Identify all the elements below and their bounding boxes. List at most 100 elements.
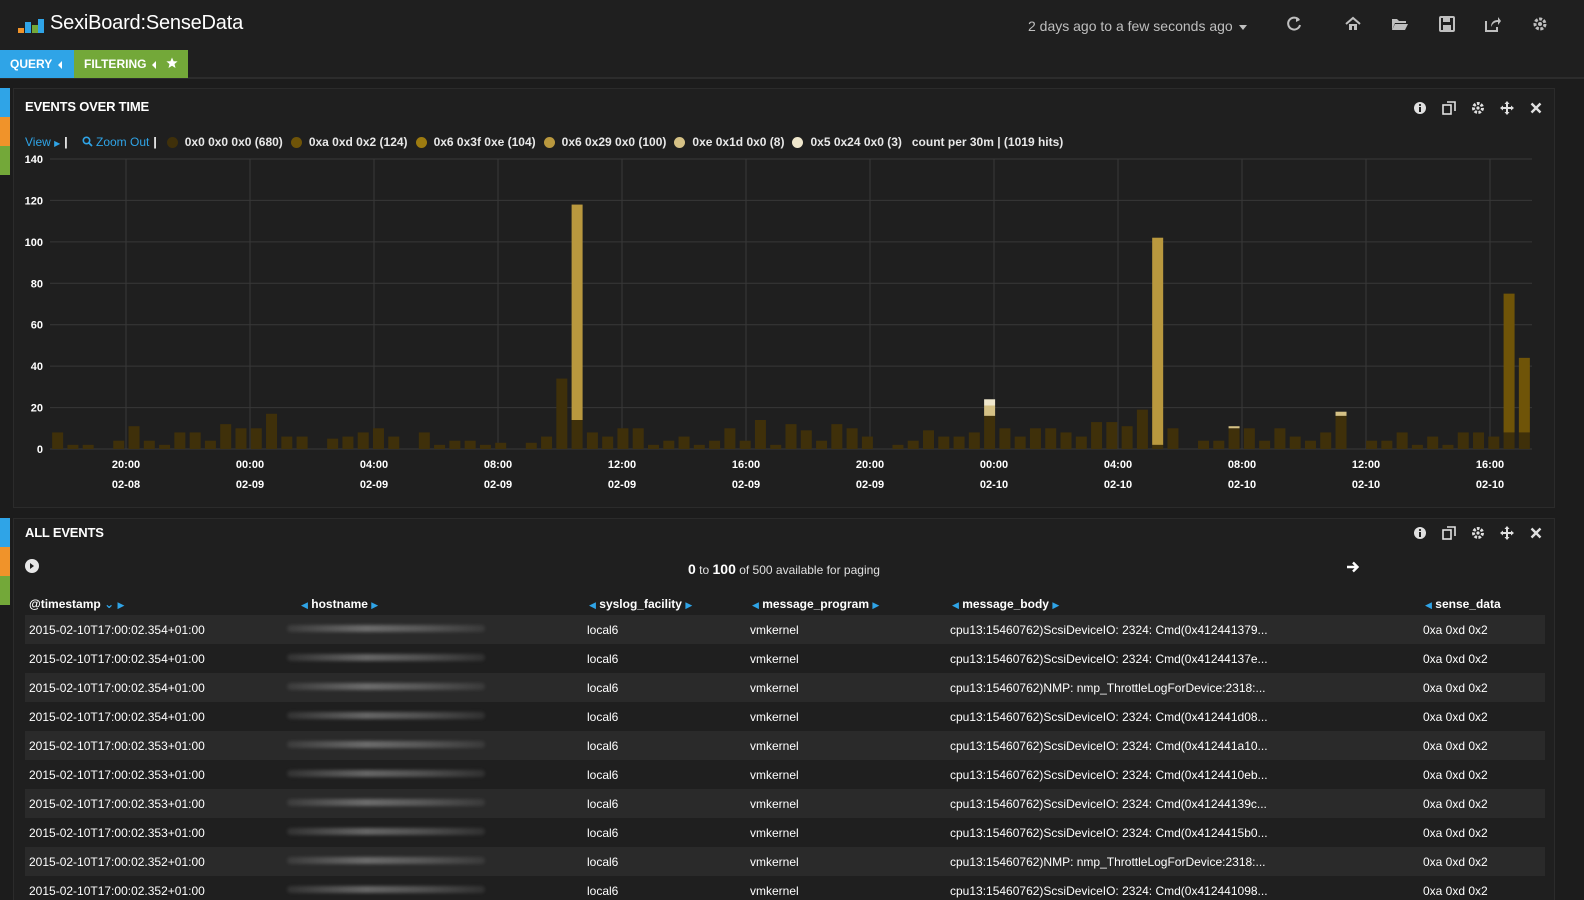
separator: | — [153, 135, 157, 149]
gear-icon[interactable] — [1531, 15, 1549, 33]
cell-timestamp: 2015-02-10T17:00:02.354+01:00 — [29, 710, 205, 724]
x-tick-time-label: 04:00 — [1104, 459, 1132, 471]
histogram-bar — [449, 440, 461, 449]
close-icon[interactable] — [1528, 100, 1544, 116]
histogram-bar — [1274, 428, 1286, 449]
legend-item[interactable]: 0x5 0x24 0x0 (3) — [792, 135, 902, 149]
legend-label: 0x6 0x3f 0xe (104) — [433, 135, 536, 149]
histogram-bar — [1411, 444, 1423, 449]
x-tick-date-label: 02-10 — [1476, 479, 1504, 491]
time-range-picker[interactable]: 2 days ago to a few seconds ago — [1028, 18, 1247, 34]
table-row[interactable]: 2015-02-10T17:00:02.353+01:00 local6 vmker… — [25, 789, 1545, 818]
y-tick-label: 40 — [31, 361, 43, 373]
histogram-bar — [418, 432, 430, 449]
home-icon[interactable] — [1344, 15, 1362, 33]
cell-sense-data: 0xa 0xd 0x2 — [1423, 884, 1488, 898]
y-tick-label: 80 — [31, 278, 43, 290]
legend-items: 0x0 0x0 0x0 (680) 0xa 0xd 0x2 (124) 0x6 0x… — [166, 135, 910, 149]
save-icon[interactable] — [1438, 15, 1456, 33]
histogram-bar — [754, 420, 766, 449]
table-row[interactable]: 2015-02-10T17:00:02.354+01:00 local6 vmker… — [25, 702, 1545, 731]
gear-icon[interactable] — [1470, 100, 1486, 116]
column-header-syslog-facility[interactable]: ◀ syslog_facility ▶ — [589, 597, 693, 611]
legend-item[interactable]: 0xe 0x1d 0x0 (8) — [674, 135, 784, 149]
histogram-bar — [602, 436, 614, 449]
cell-message-body: cpu13:15460762)ScsiDeviceIO: 2324: Cmd(0… — [950, 768, 1268, 782]
histogram-bar — [1457, 432, 1469, 449]
histogram-bar — [1259, 440, 1271, 449]
histogram-bar — [1075, 436, 1087, 449]
histogram-bar-stacked — [571, 204, 583, 420]
gear-icon[interactable] — [1470, 525, 1486, 541]
histogram-bar — [1427, 436, 1439, 449]
table-row[interactable]: 2015-02-10T17:00:02.353+01:00 local6 vmker… — [25, 731, 1545, 760]
table-row[interactable]: 2015-02-10T17:00:02.354+01:00 local6 vmker… — [25, 615, 1545, 644]
table-row[interactable]: 2015-02-10T17:00:02.353+01:00 local6 vmker… — [25, 818, 1545, 847]
column-header-message-body[interactable]: ◀ message_body ▶ — [952, 597, 1060, 611]
histogram-bar — [541, 436, 553, 449]
cell-sense-data: 0xa 0xd 0x2 — [1423, 739, 1488, 753]
histogram-bar — [281, 436, 293, 449]
legend-item[interactable]: 0x0 0x0 0x0 (680) — [166, 135, 283, 149]
info-icon[interactable] — [1412, 100, 1428, 116]
legend-swatch — [792, 136, 804, 148]
histogram-bar — [525, 442, 537, 449]
histogram-bar — [159, 444, 171, 449]
move-icon[interactable] — [1499, 525, 1515, 541]
all-events-panel: ALL EVENTS 0 to 100 of 500 available for… — [13, 518, 1555, 900]
cell-message-body: cpu13:15460762)ScsiDeviceIO: 2324: Cmd(0… — [950, 797, 1267, 811]
query-pill[interactable]: QUERY — [0, 50, 74, 78]
row-collapse-strip-events[interactable] — [0, 88, 10, 175]
histogram-chart[interactable]: 0 20 40 60 80 100 120 140 20:00 02-08 00:00 02-09 04… — [14, 89, 1554, 507]
legend-item[interactable]: 0x6 0x29 0x0 (100) — [543, 135, 666, 149]
cell-hostname-redacted — [287, 828, 485, 835]
duplicate-icon[interactable] — [1441, 100, 1457, 116]
cell-hostname-redacted — [287, 770, 485, 777]
refresh-icon[interactable] — [1285, 15, 1303, 33]
zoom-out-link[interactable]: Zoom Out — [82, 135, 149, 149]
pager-prev-icon[interactable] — [25, 559, 39, 573]
y-tick-label: 20 — [31, 403, 43, 415]
histogram-bar — [709, 440, 721, 449]
cell-syslog-facility: local6 — [587, 681, 619, 695]
cell-sense-data: 0xa 0xd 0x2 — [1423, 768, 1488, 782]
histogram-bar — [434, 444, 446, 449]
filtering-pill[interactable]: FILTERING — [74, 50, 188, 78]
cell-syslog-facility: local6 — [587, 768, 619, 782]
histogram-bar — [1014, 436, 1026, 449]
histogram-bar — [1304, 440, 1316, 449]
table-row[interactable]: 2015-02-10T17:00:02.352+01:00 local6 vmker… — [25, 876, 1545, 900]
table-row[interactable]: 2015-02-10T17:00:02.353+01:00 local6 vmker… — [25, 760, 1545, 789]
column-header-timestamp[interactable]: @timestamp ⌄ ▶ — [29, 597, 125, 611]
info-icon[interactable] — [1412, 525, 1428, 541]
folder-open-icon[interactable] — [1391, 15, 1409, 33]
histogram-bar — [220, 424, 232, 449]
y-tick-label: 100 — [25, 237, 43, 249]
move-icon[interactable] — [1499, 100, 1515, 116]
caret-left-icon — [152, 60, 157, 69]
legend-item[interactable]: 0xa 0xd 0x2 (124) — [290, 135, 408, 149]
histogram-bar — [1136, 409, 1148, 449]
table-row[interactable]: 2015-02-10T17:00:02.352+01:00 local6 vmker… — [25, 847, 1545, 876]
duplicate-icon[interactable] — [1441, 525, 1457, 541]
cell-message-program: vmkernel — [750, 826, 799, 840]
column-header-message-program[interactable]: ◀ message_program ▶ — [752, 597, 880, 611]
brand[interactable]: SexiBoard:SenseData — [18, 12, 243, 35]
legend-label: 0xa 0xd 0x2 (124) — [308, 135, 408, 149]
view-link[interactable]: View ▶ — [25, 135, 61, 149]
cell-message-body: cpu13:15460762)NMP: nmp_ThrottleLogForDe… — [950, 681, 1266, 695]
column-header-hostname[interactable]: ◀ hostname ▶ — [301, 597, 379, 611]
histogram-bar — [174, 432, 186, 449]
legend-item[interactable]: 0x6 0x3f 0xe (104) — [415, 135, 536, 149]
histogram-bar — [1243, 428, 1255, 449]
pager-next-icon[interactable] — [1345, 559, 1361, 575]
share-icon[interactable] — [1484, 15, 1502, 33]
row-collapse-strip-table[interactable] — [0, 518, 10, 605]
histogram-bar — [1029, 428, 1041, 449]
close-icon[interactable] — [1528, 525, 1544, 541]
histogram-bar — [1335, 415, 1347, 449]
table-row[interactable]: 2015-02-10T17:00:02.354+01:00 local6 vmker… — [25, 644, 1545, 673]
histogram-bar-stacked — [984, 399, 996, 406]
table-row[interactable]: 2015-02-10T17:00:02.354+01:00 local6 vmker… — [25, 673, 1545, 702]
column-header-sense-data[interactable]: ◀ sense_data — [1425, 597, 1501, 611]
